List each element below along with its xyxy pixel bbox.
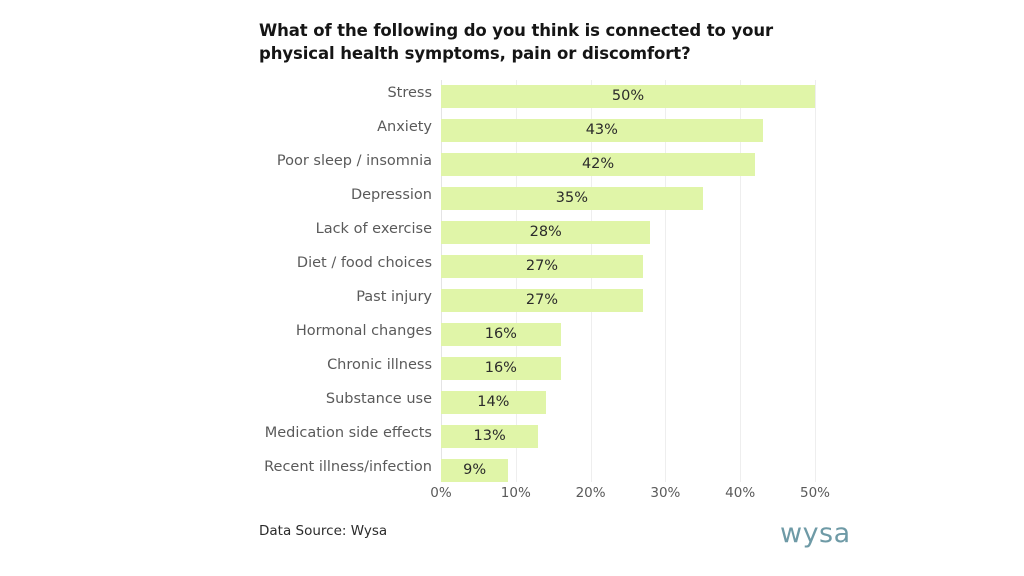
gridline-0 (441, 80, 442, 482)
bar-track: 16% (441, 318, 815, 352)
bar[interactable] (441, 459, 509, 482)
chart-title: What of the following do you think is co… (259, 21, 774, 63)
bar[interactable] (441, 255, 643, 278)
bar-value-label: 9% (463, 462, 487, 478)
x-axis-tick-label: 40% (725, 485, 756, 501)
gridline-50 (815, 80, 816, 482)
gridline-40 (740, 80, 742, 482)
bar-track: 14% (441, 386, 815, 420)
category-label: Substance use (325, 391, 432, 407)
bar-row: Anxiety 43% (259, 114, 859, 148)
category-label: Diet / food choices (296, 255, 432, 271)
gridline-30 (665, 80, 667, 482)
category-label: Hormonal changes (295, 323, 432, 339)
x-axis-tick-label: 50% (799, 485, 831, 501)
bar-value-label: 16% (484, 360, 517, 376)
category-label: Medication side effects (264, 425, 432, 441)
x-axis-tick-label: 30% (650, 485, 681, 501)
bar[interactable] (441, 221, 651, 244)
category-label: Lack of exercise (315, 221, 432, 237)
bar-track: 13% (441, 420, 815, 454)
bar-row: Stress 50% (259, 80, 859, 114)
bar-track: 50% (441, 80, 815, 114)
bar-track: 28% (441, 216, 815, 250)
bar-row: Hormonal changes 16% (259, 318, 859, 352)
data-source-note: Data Source: Wysa (259, 523, 388, 539)
bar-row: Lack of exercise 28% (259, 216, 859, 250)
category-label: Recent illness/infection (264, 459, 432, 475)
gridline-20 (590, 80, 592, 482)
bar-row: Recent illness/infection 9% (259, 454, 859, 488)
bar[interactable] (441, 323, 561, 346)
bar-track: 9% (441, 454, 815, 488)
x-axis: 0% 10% 20% 30% 40% 50% (430, 482, 830, 506)
bar-value-label: 35% (555, 190, 589, 206)
bar-track: 27% (441, 284, 815, 318)
bar-value-label: 27% (525, 258, 559, 274)
bar-row: Past injury 27% (259, 284, 859, 318)
bar-value-label: 43% (585, 122, 618, 138)
bar-track: 42% (441, 148, 815, 182)
bar-value-label: 28% (529, 224, 562, 240)
x-axis-tick-label: 10% (500, 485, 531, 501)
bar-track: 35% (441, 182, 815, 216)
bar-row: Depression 35% (259, 182, 859, 216)
gridlines (441, 80, 816, 482)
category-label: Stress (387, 85, 432, 101)
bar-row: Poor sleep / insomnia 42% (259, 148, 859, 182)
category-label: Chronic illness (327, 357, 432, 373)
bar-rows: Stress 50% Anxiety 43% Poor sleep / insomnia… (259, 80, 859, 488)
bar-track: 16% (441, 352, 815, 386)
bar-value-label: 13% (473, 428, 506, 444)
bar-row: Diet / food choices 27% (259, 250, 859, 284)
bar-value-label: 50% (611, 88, 645, 104)
bar[interactable] (441, 391, 546, 414)
bar[interactable] (441, 85, 815, 108)
bar[interactable] (441, 357, 561, 380)
bar[interactable] (441, 187, 703, 210)
bar[interactable] (441, 153, 756, 176)
bar-value-label: 16% (484, 326, 517, 342)
x-axis-tick-label: 0% (430, 485, 452, 501)
x-axis-tick-label: 20% (575, 485, 606, 501)
bar[interactable] (441, 119, 763, 142)
bar-row: Medication side effects 13% (259, 420, 859, 454)
bar-value-label: 27% (525, 292, 559, 308)
bar[interactable] (441, 425, 539, 448)
bar-row: Chronic illness 16% (259, 352, 859, 386)
category-label: Poor sleep / insomnia (276, 153, 432, 169)
category-label: Depression (350, 187, 432, 203)
chart-card: What of the following do you think is co… (259, 0, 859, 576)
bar-chart-plot-area: Stress 50% Anxiety 43% Poor sleep / insomnia… (259, 80, 859, 501)
category-label: Anxiety (377, 119, 432, 135)
bar-value-label: 14% (477, 394, 510, 410)
bar-row: Substance use 14% (259, 386, 859, 420)
gridline-10 (515, 80, 517, 482)
bar-track: 27% (441, 250, 815, 284)
bar-value-label: 42% (581, 156, 615, 172)
wysa-logo: wysa (780, 518, 851, 549)
bar-track: 43% (441, 114, 815, 148)
bar[interactable] (441, 289, 643, 312)
category-label: Past injury (356, 289, 432, 305)
